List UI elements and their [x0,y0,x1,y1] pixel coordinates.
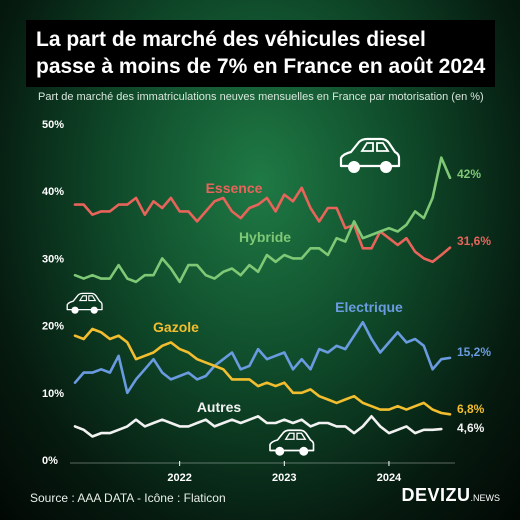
series-name-label: Electrique [335,299,403,315]
car-windows [360,142,390,152]
car-wheel [275,446,285,456]
y-tick-label: 20% [42,321,64,333]
series-line-autres [73,414,443,438]
series-line-essence [73,186,452,264]
car-icons [66,137,401,456]
brand-logo: DEVIZU.NEWS [401,485,500,505]
car-wheel [380,161,392,173]
series-name-label: Autres [197,399,242,415]
series-name-label: Hybride [239,229,291,245]
series-end-label: 42% [457,167,481,181]
car-wheel [71,306,79,314]
car-body [339,137,401,168]
x-tick-label: 2022 [167,472,191,484]
series-labels: Essence 31,6% Hybride 42% Electrique 15,2% Gaz… [153,167,491,435]
car-icon [339,137,401,173]
car-icon [66,292,103,314]
series-line-electrique [73,320,452,395]
car-wheel [348,161,360,173]
car-body [66,292,103,311]
car-body [269,429,315,452]
series-line-hybride [73,156,452,284]
series-lines [73,156,452,438]
car-icon [269,429,315,456]
car-windows [78,295,97,302]
car-wheel [299,446,309,456]
car-windows [284,432,307,440]
series-name-label: Gazole [153,319,199,335]
chart-subtitle: Part de marché des immatriculations neuv… [38,91,484,103]
y-tick-label: 40% [42,186,64,198]
y-tick-label: 10% [42,388,64,400]
y-axis: 0% 10% 20% 30% 40% 50% [42,119,64,467]
chart-title: La part de marché des véhicules diesel p… [26,20,496,87]
title-line-2: passe à moins de 7% en France en août 20… [36,55,486,78]
car-wheel [90,306,98,314]
series-end-label: 4,6% [457,421,485,435]
y-tick-label: 30% [42,253,64,265]
x-tick-label: 2023 [272,472,296,484]
series-end-label: 15,2% [457,345,491,359]
x-axis: 2022 2023 2024 [70,461,455,484]
y-tick-label: 50% [42,119,64,131]
title-line-1: La part de marché des véhicules diesel [36,28,426,51]
source-note: Source : AAA DATA - Icône : Flaticon [30,491,226,505]
x-tick-label: 2024 [377,472,402,484]
series-line-gazole [73,327,452,416]
series-end-label: 31,6% [457,234,491,248]
series-end-label: 6,8% [457,402,485,416]
series-name-label: Essence [206,180,263,196]
y-tick-label: 0% [42,455,58,467]
